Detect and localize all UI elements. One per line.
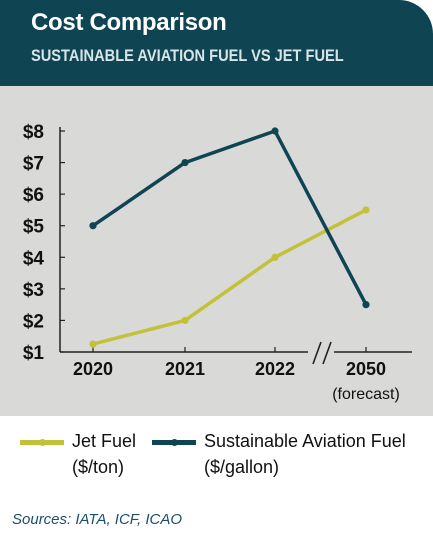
y-tick-label: $8 [23,122,44,143]
axis-break-mark [312,341,322,365]
data-point-saf [89,222,97,230]
data-point-saf [271,127,279,135]
y-tick-label: $2 [23,311,44,332]
y-tick-label: $3 [23,280,44,301]
y-tick-label: $6 [23,185,44,206]
y-tick-label: $1 [23,343,45,364]
y-tick-label: $5 [23,217,45,238]
legend-item-jet-fuel: Jet Fuel ($/ton) [20,429,170,489]
chart-header: Cost Comparison SUSTAINABLE AVIATION FUE… [0,0,433,86]
x-tick-sublabel: (forecast) [332,386,400,403]
legend-marker-jet-fuel [39,439,46,446]
y-tick-label: $4 [23,248,45,269]
legend-unit-jet-fuel: ($/ton) [72,457,125,477]
sources-note: Sources: IATA, ICF, ICAO [12,511,183,528]
data-point-jet-fuel [89,340,97,348]
y-tick-label: $7 [23,154,44,175]
series-line-saf [92,129,368,306]
x-tick-label: 2020 [73,359,113,379]
data-point-jet-fuel [271,253,279,261]
series-line-jet-fuel [92,208,367,346]
data-point-saf [181,158,189,167]
legend-unit-saf: ($/gallon) [204,457,280,477]
x-tick-label: 2022 [255,359,295,379]
chart-subtitle: SUSTAINABLE AVIATION FUEL VS JET FUEL [31,46,344,65]
line-chart: $1 $2 $3 $4 $5 $6 $7 $8 2020 2021 2022 2050 (forecas… [23,122,412,403]
axis-break-mark [322,341,332,365]
data-point-saf [362,301,370,309]
legend-label-saf: Sustainable Aviation Fuel [204,431,406,451]
legend-label-jet-fuel: Jet Fuel [72,431,137,451]
data-point-jet-fuel [362,206,370,214]
legend-item-saf: Sustainable Aviation Fuel ($/gallon) [152,429,432,489]
x-tick-label: 2050 [346,359,386,379]
x-tick-label: 2021 [165,359,205,379]
plot-background [0,86,433,416]
legend-marker-saf [171,439,178,446]
chart-title: Cost Comparison [31,9,227,36]
data-point-jet-fuel [181,316,189,325]
